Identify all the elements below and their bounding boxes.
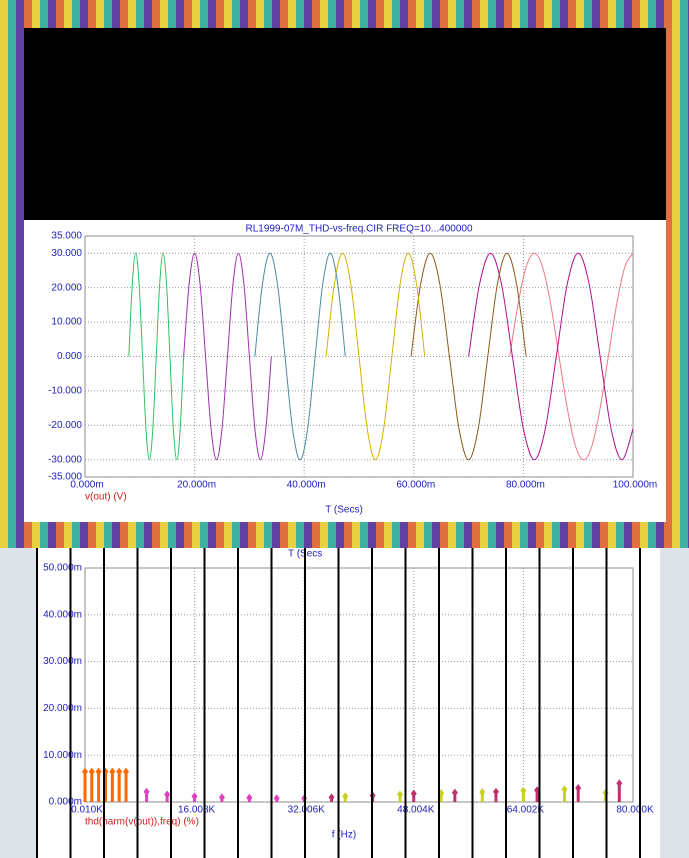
- stem-marker: [492, 787, 499, 796]
- y-axis-label: v(out) (V): [85, 492, 127, 503]
- x-tick-label: 32.006K: [288, 805, 326, 816]
- stem-marker: [116, 767, 123, 776]
- stem-marker: [520, 786, 527, 795]
- stem-marker: [143, 787, 150, 796]
- x-tick-label: 0.010K: [71, 805, 103, 816]
- stem-marker: [397, 790, 404, 799]
- stem-marker: [123, 767, 130, 776]
- stem-marker: [575, 783, 582, 792]
- wave: [254, 252, 346, 461]
- x-tick-label: 48.004K: [397, 805, 435, 816]
- x-tick-label: 40.000m: [287, 480, 326, 491]
- y-tick-label: 30.000m: [43, 656, 82, 667]
- y-tick-label: 50.000m: [43, 563, 82, 574]
- wave: [468, 252, 634, 461]
- panel-bottom: [36, 548, 660, 858]
- panel-top: [24, 220, 666, 522]
- wave: [509, 252, 634, 461]
- black-area: [24, 28, 666, 220]
- stem-marker: [164, 790, 171, 799]
- y-tick-label: -10.000: [48, 386, 82, 397]
- y-tick-label: -35.000: [48, 472, 82, 483]
- stem-marker: [479, 788, 486, 797]
- y-tick-label: 35.000: [51, 231, 82, 242]
- wave: [183, 252, 272, 461]
- stem-marker: [451, 788, 458, 797]
- x-tick-label: 80.000m: [506, 480, 545, 491]
- y-axis-label: thd(harm(v(out)),freq) (%): [85, 817, 199, 828]
- stem-marker: [410, 789, 417, 798]
- x-axis-label: T (Secs): [325, 505, 363, 516]
- y-tick-label: 0.000: [57, 351, 82, 362]
- stem-marker: [328, 793, 335, 802]
- x-axis-label: f (Hz): [332, 830, 356, 841]
- x-tick-label: 80.000K: [616, 805, 654, 816]
- x-tick-label: 0.000m: [70, 480, 103, 491]
- y-tick-label: 0.000m: [49, 797, 82, 808]
- window-edges: [36, 548, 641, 858]
- x-tick-label: 100.000m: [613, 480, 657, 491]
- stem-marker: [88, 767, 95, 776]
- y-tick-label: 20.000m: [43, 703, 82, 714]
- stem-marker: [95, 767, 102, 776]
- x-tick-label: 64.002K: [507, 805, 545, 816]
- stem-marker: [616, 779, 623, 788]
- chart-top: 35.000 30.000 20.000 10.000 0.000 -10.000 -20.…: [48, 224, 657, 516]
- y-tick-label: 10.000m: [43, 750, 82, 761]
- stem-marker: [246, 793, 253, 802]
- y-tick-label: -20.000: [48, 420, 82, 431]
- x-tick-label: 60.000m: [396, 480, 435, 491]
- stem-marker: [191, 792, 198, 801]
- y-tick-label: 40.000m: [43, 609, 82, 620]
- x-tick-label: 20.000m: [177, 480, 216, 491]
- y-tick-label: 20.000: [51, 282, 82, 293]
- y-tick-label: -30.000: [48, 454, 82, 465]
- y-tick-label: 30.000: [51, 248, 82, 259]
- stem-marker: [218, 793, 225, 802]
- y-tick-label: 10.000: [51, 317, 82, 328]
- x-tick-label: 16.008K: [178, 805, 216, 816]
- stem-marker: [342, 792, 349, 801]
- wave: [128, 252, 185, 461]
- stem-marker: [273, 794, 280, 803]
- wave: [410, 252, 527, 461]
- stem-marker: [109, 767, 116, 776]
- stem-marker: [561, 785, 568, 794]
- wave: [325, 252, 426, 461]
- chart-title: RL1999-07M_THD-vs-freq.CIR FREQ=10...400…: [245, 224, 472, 235]
- stem-marker: [82, 767, 88, 776]
